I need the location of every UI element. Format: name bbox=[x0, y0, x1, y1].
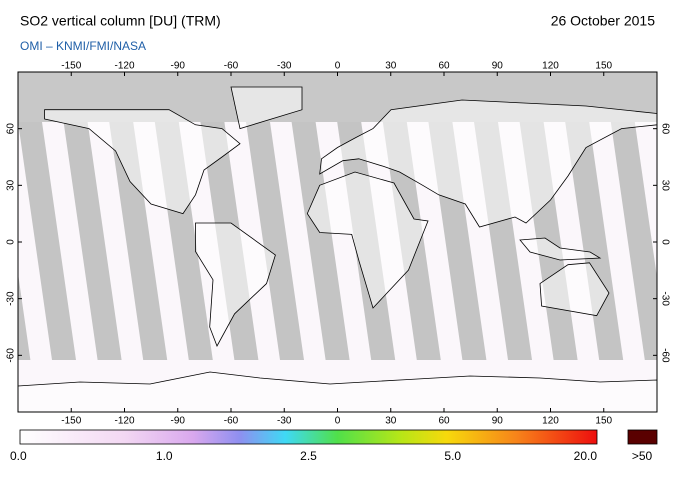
source: OMI – KNMI/FMI/NASA bbox=[20, 39, 146, 53]
orbit-swath bbox=[109, 122, 168, 360]
lon-label-bottom: -120 bbox=[114, 416, 134, 427]
lon-label-bottom: 30 bbox=[385, 416, 397, 427]
coastlines bbox=[18, 86, 657, 412]
colorbar-overflow-label: >50 bbox=[632, 449, 653, 463]
graticule-ticks: -150 -150 -120 -120 -90 -90 -60 -60 -30 -30 0 0 30 30… bbox=[6, 61, 671, 427]
colorbar-label: 1.0 bbox=[156, 449, 173, 463]
date: 26 October 2015 bbox=[551, 13, 656, 29]
orbit-swath bbox=[63, 122, 122, 360]
colorbar bbox=[19, 429, 598, 445]
lat-label-right: 60 bbox=[659, 123, 670, 135]
lat-label-right: 30 bbox=[659, 180, 670, 192]
lat-label-left: -30 bbox=[6, 291, 17, 306]
lon-label-top: -60 bbox=[224, 61, 239, 72]
lon-label-top: 90 bbox=[492, 61, 504, 72]
antarctica bbox=[18, 371, 657, 412]
orbit-swath bbox=[246, 122, 304, 360]
lon-label-top: -150 bbox=[61, 61, 81, 72]
greenland bbox=[230, 86, 303, 130]
title: SO2 vertical column [DU] (TRM) bbox=[20, 13, 221, 29]
lon-label-top: 30 bbox=[385, 61, 397, 72]
lon-label-bottom: 60 bbox=[438, 416, 450, 427]
lon-label-top: 150 bbox=[595, 61, 612, 72]
lon-label-bottom: -150 bbox=[61, 416, 81, 427]
colorbar-label: 2.5 bbox=[300, 449, 317, 463]
lon-label-bottom: 90 bbox=[492, 416, 504, 427]
map-area bbox=[18, 72, 657, 412]
colorbar-labels: 0.0 1.0 2.5 5.0 20.0 bbox=[10, 449, 597, 463]
lon-label-top: 120 bbox=[542, 61, 559, 72]
lon-label-bottom: 120 bbox=[542, 416, 559, 427]
lat-label-left: 60 bbox=[6, 123, 17, 135]
eurasia bbox=[319, 99, 657, 228]
africa bbox=[306, 171, 429, 309]
lat-label-left: 30 bbox=[6, 179, 17, 191]
lon-label-bottom: -30 bbox=[277, 416, 292, 427]
lon-label-top: -90 bbox=[171, 61, 186, 72]
orbit-swath bbox=[18, 273, 31, 360]
australia bbox=[539, 262, 610, 317]
lon-label-bottom: -60 bbox=[224, 416, 239, 427]
lat-label-right: -30 bbox=[659, 291, 670, 306]
orbit-swath bbox=[18, 122, 76, 360]
colorbar-label: 20.0 bbox=[574, 449, 598, 463]
lat-label-left: 0 bbox=[6, 239, 17, 245]
lon-label-top: 0 bbox=[335, 61, 341, 72]
colorbar-label: 5.0 bbox=[444, 449, 461, 463]
lon-label-top: -120 bbox=[114, 61, 134, 72]
lon-label-bottom: -90 bbox=[171, 416, 186, 427]
indonesia bbox=[519, 237, 602, 261]
lat-label-right: -60 bbox=[659, 348, 670, 363]
colorbar-overflow bbox=[627, 429, 658, 445]
lat-label-left: -60 bbox=[6, 348, 17, 363]
orbit-swath bbox=[291, 122, 350, 360]
north-america bbox=[44, 109, 241, 215]
lon-label-top: 60 bbox=[438, 61, 450, 72]
colorbar-label: 0.0 bbox=[10, 449, 27, 463]
orbit-swath bbox=[565, 122, 624, 360]
lon-label-bottom: 150 bbox=[595, 416, 612, 427]
orbit-swath bbox=[610, 122, 657, 360]
lat-label-right: 0 bbox=[659, 239, 670, 245]
lon-label-top: -30 bbox=[277, 61, 292, 72]
lon-label-bottom: 0 bbox=[335, 416, 341, 427]
south-america bbox=[195, 222, 276, 347]
